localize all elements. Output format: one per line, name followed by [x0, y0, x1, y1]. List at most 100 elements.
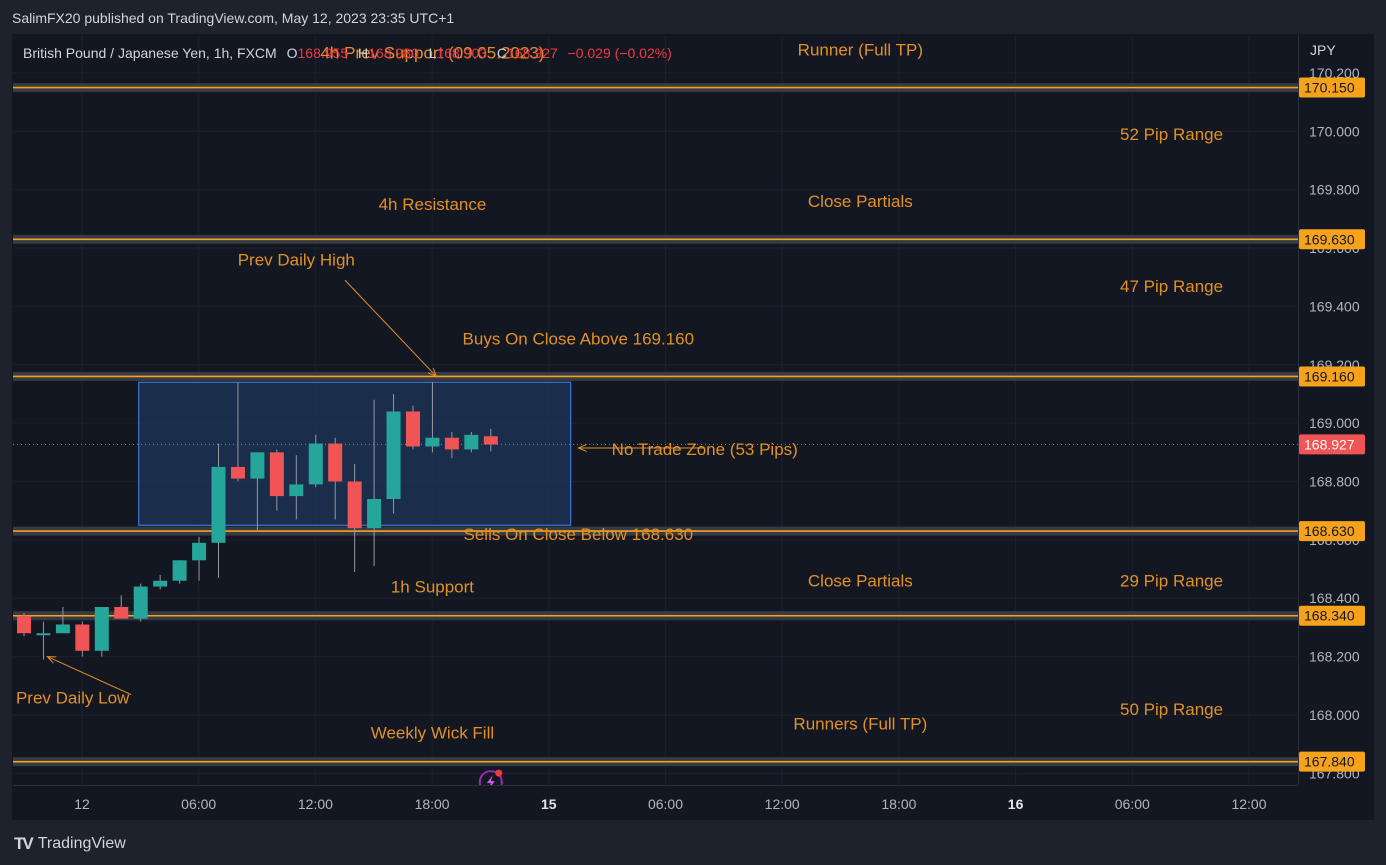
candle-body [192, 542, 207, 561]
price-tick-label: 168.000 [1309, 707, 1360, 723]
level-price-tag: 170.150 [1304, 80, 1355, 96]
candle-body [75, 624, 90, 651]
candle-body [386, 411, 401, 500]
level-price-tag-bg [1299, 605, 1365, 626]
candle-body [55, 624, 70, 634]
annotation-label: 4h Prev Support (09.05.2023) [320, 43, 544, 62]
symbol-name[interactable]: British Pound / Japanese Yen, 1h, FXCM [23, 45, 277, 61]
low-label: L [428, 45, 437, 61]
annotation-label: Buys On Close Above 169.160 [463, 329, 695, 348]
annotation-label: No Trade Zone (53 Pips) [612, 440, 798, 459]
time-tick-label: 18:00 [881, 796, 916, 812]
candle-body [269, 452, 284, 497]
price-axis-svg: JPY170.200170.000169.800169.600169.40016… [1299, 42, 1365, 781]
level-price-tag-bg [1299, 229, 1365, 250]
high-label: H [358, 45, 369, 61]
price-tick-label: 169.000 [1309, 415, 1360, 431]
candle-body [17, 615, 31, 634]
candle-body [172, 560, 187, 581]
no-trade-zone-arrow-head [577, 443, 587, 452]
time-tick-label: 12:00 [1231, 796, 1266, 812]
time-tick-label: 12:00 [765, 796, 800, 812]
price-tick-label: 168.400 [1309, 590, 1360, 606]
chart-pane[interactable]: 4h Prev Support (09.05.2023) Runner (Full… [13, 35, 1298, 785]
candle-body [211, 466, 226, 543]
candle-body [425, 437, 440, 447]
prev-daily-high-arrow [344, 279, 437, 377]
level-price-tag: 167.840 [1304, 754, 1355, 770]
level-price-tag-bg [1299, 77, 1365, 98]
tradingview-logo-icon: TV [14, 834, 34, 853]
annotation-label: Sells On Close Below 168.630 [464, 525, 694, 544]
candle-body [289, 484, 304, 497]
currency-label: JPY [1310, 42, 1336, 58]
level-price-tag: 168.340 [1304, 608, 1355, 624]
candle-body [230, 466, 245, 479]
time-tick-label: 16 [1008, 796, 1024, 812]
candle-body [464, 434, 479, 450]
time-tick-label: 18:00 [415, 796, 450, 812]
level-price-tag-bg [1299, 366, 1365, 387]
event-dot-icon [495, 769, 503, 777]
prev-daily-low-arrow-head [46, 656, 57, 664]
candle-body [36, 633, 51, 636]
level-price-tag-bg [1299, 751, 1365, 772]
candle-body [328, 443, 343, 482]
time-tick-label: 06:00 [181, 796, 216, 812]
annotation-label: Runners (Full TP) [793, 715, 927, 734]
symbol-legend[interactable]: British Pound / Japanese Yen, 1h, FXCM O… [23, 45, 672, 61]
price-tick-label: 168.200 [1309, 649, 1360, 665]
annotation-label: Close Partials [808, 572, 913, 591]
annotation-label: Close Partials [808, 192, 913, 211]
close-value: 168.927 [507, 45, 558, 61]
lightning-icon [486, 775, 495, 785]
close-label: C [496, 45, 508, 61]
candle-body [308, 443, 323, 485]
low-value: 168.903 [436, 45, 488, 61]
time-axis-svg: 12 06:00 12:00 18:00 15 06:00 12:00 18:00 16 06:0… [74, 796, 1267, 812]
current-price-tag-bg [1299, 434, 1365, 455]
annotation-label: Runner (Full TP) [798, 40, 923, 59]
open-label: O [286, 45, 298, 61]
level-price-tag: 169.630 [1304, 231, 1355, 247]
annotation-label: Prev Daily High [238, 251, 355, 270]
current-price-tag: 168.927 [1304, 436, 1355, 452]
prev-daily-low-arrow [47, 656, 132, 695]
brand-name: TradingView [37, 835, 126, 852]
open-value: 168.955 [297, 45, 349, 61]
price-tick-label: 169.800 [1309, 182, 1360, 198]
candle-body [347, 481, 362, 529]
price-tick-label: 170.000 [1309, 123, 1360, 139]
candle-body [94, 606, 109, 651]
time-tick-label: 06:00 [1115, 796, 1150, 812]
candle-body [406, 411, 420, 447]
candle-body [250, 452, 265, 479]
time-tick-label: 12 [74, 796, 90, 812]
high-value: 168.980 [368, 45, 419, 61]
annotation-label: 1h Support [391, 577, 474, 596]
time-tick-label: 06:00 [648, 796, 683, 812]
level-price-tag-bg [1299, 521, 1365, 542]
time-tick-label: 15 [541, 796, 557, 812]
price-axis[interactable]: JPY170.200170.000169.800169.600169.40016… [1298, 35, 1375, 785]
time-axis[interactable]: 12 06:00 12:00 18:00 15 06:00 12:00 18:00 16 06:0… [13, 785, 1298, 821]
level-price-tag: 168.630 [1304, 523, 1355, 539]
publish-info: SalimFX20 published on TradingView.com, … [12, 10, 455, 26]
candle-body [153, 580, 168, 587]
annotation-label: Prev Daily Low [16, 688, 130, 707]
level-price-tag: 169.160 [1304, 368, 1355, 384]
price-tick-label: 168.800 [1309, 473, 1360, 489]
price-tick-label: 169.400 [1309, 298, 1360, 314]
candle-body [133, 586, 148, 619]
price-tick-label: 170.200 [1309, 65, 1360, 81]
annotation-label: 29 Pip Range [1120, 572, 1223, 591]
footer-branding[interactable]: TV TradingView [14, 834, 126, 854]
change-value: −0.029 (−0.02%) [567, 45, 672, 61]
candle-body [114, 606, 129, 619]
candlestick-chart[interactable]: 4h Prev Support (09.05.2023) Runner (Full… [13, 35, 1298, 785]
candle-body [483, 436, 498, 445]
candle-body [444, 437, 459, 450]
time-tick-label: 12:00 [298, 796, 333, 812]
annotation-label: 4h Resistance [379, 195, 487, 214]
candle-body [367, 499, 382, 529]
